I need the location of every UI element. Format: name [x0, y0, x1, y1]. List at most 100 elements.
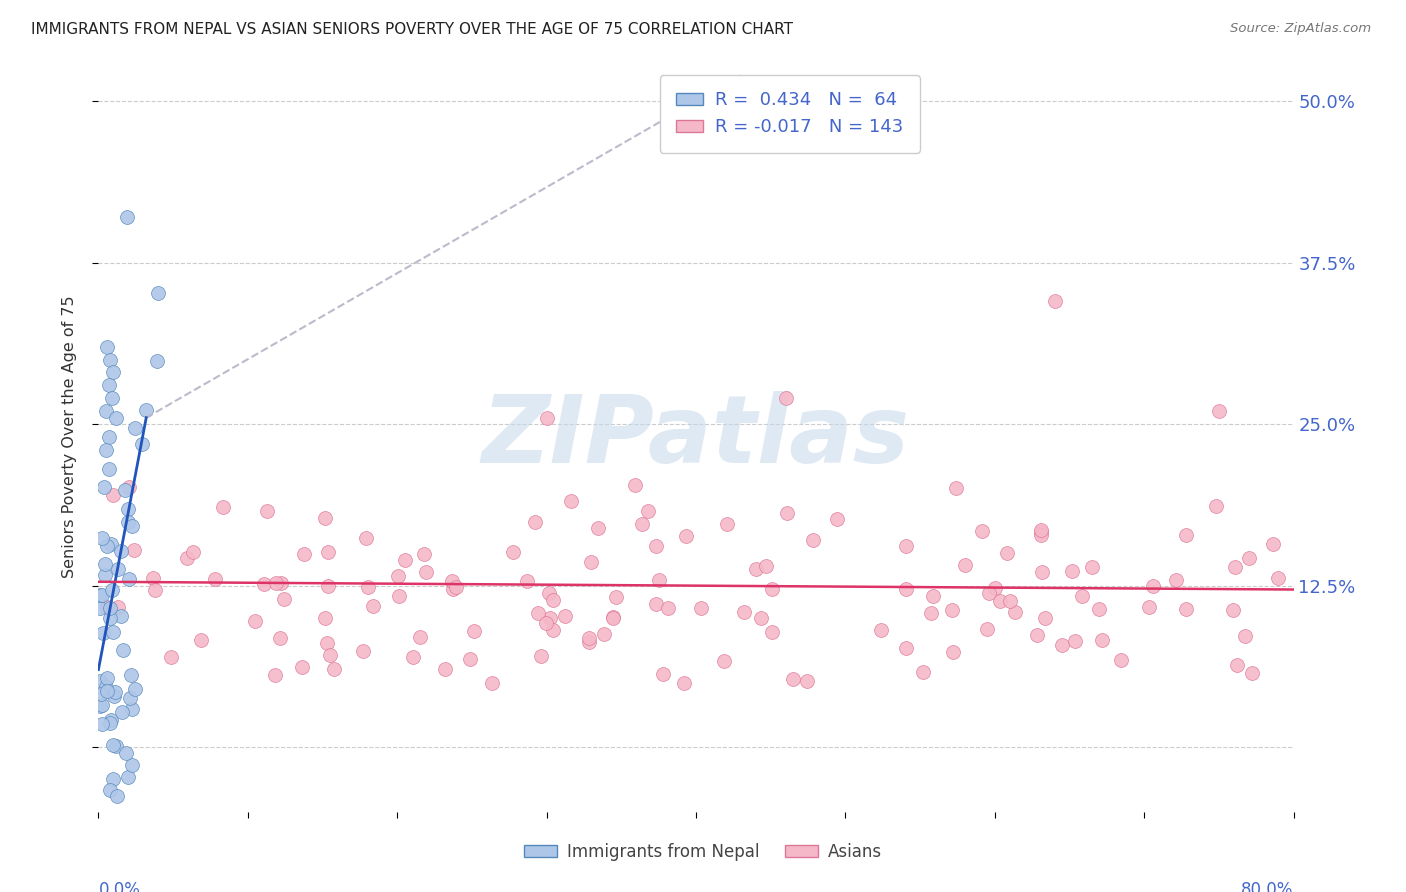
Point	[652, 667, 675, 681]
Point	[264, 668, 287, 682]
Point	[204, 572, 226, 586]
Point	[316, 579, 339, 593]
Text: 0.0%: 0.0%	[98, 880, 141, 892]
Point	[273, 592, 295, 607]
Point	[120, 668, 142, 682]
Point	[110, 705, 132, 719]
Point	[976, 623, 998, 637]
Point	[118, 691, 141, 706]
Point	[440, 574, 463, 588]
Point	[115, 211, 138, 225]
Point	[645, 539, 668, 553]
Point	[972, 524, 994, 538]
Point	[434, 662, 457, 676]
Point	[1205, 500, 1227, 514]
Point	[458, 651, 481, 665]
Point	[945, 481, 967, 495]
Point	[118, 573, 141, 587]
Point	[245, 614, 267, 628]
Point	[112, 642, 135, 657]
Point	[648, 573, 671, 587]
Point	[1043, 294, 1066, 309]
Point	[96, 539, 118, 553]
Point	[782, 672, 804, 686]
Point	[673, 676, 696, 690]
Point	[745, 562, 768, 576]
Point	[1139, 599, 1161, 614]
Point	[105, 789, 128, 803]
Point	[96, 672, 118, 686]
Point	[110, 609, 132, 624]
Legend: Immigrants from Nepal, Asians: Immigrants from Nepal, Asians	[517, 837, 889, 868]
Point	[1029, 528, 1052, 542]
Point	[103, 366, 125, 380]
Point	[1142, 579, 1164, 593]
Point	[538, 586, 561, 600]
Point	[942, 645, 965, 659]
Point	[96, 680, 118, 694]
Point	[135, 403, 157, 417]
Point	[1050, 638, 1073, 652]
Point	[314, 611, 336, 625]
Point	[1031, 565, 1053, 579]
Point	[145, 354, 167, 368]
Point	[115, 746, 138, 760]
Point	[1222, 602, 1244, 616]
Point	[602, 611, 624, 625]
Point	[314, 511, 336, 525]
Point	[94, 442, 117, 457]
Point	[516, 574, 538, 588]
Point	[91, 626, 114, 640]
Point	[387, 568, 409, 582]
Point	[131, 436, 153, 450]
Point	[388, 589, 411, 603]
Point	[181, 544, 204, 558]
Point	[94, 557, 117, 571]
Point	[394, 552, 416, 566]
Point	[292, 547, 315, 561]
Point	[402, 650, 425, 665]
Point	[896, 582, 918, 596]
Point	[97, 430, 120, 444]
Point	[352, 644, 374, 658]
Point	[441, 582, 464, 596]
Point	[578, 634, 600, 648]
Point	[121, 518, 143, 533]
Point	[984, 581, 1007, 595]
Point	[148, 286, 170, 301]
Point	[624, 478, 647, 492]
Point	[733, 605, 755, 619]
Point	[101, 392, 124, 406]
Point	[534, 616, 557, 631]
Point	[716, 516, 738, 531]
Point	[502, 545, 524, 559]
Point	[941, 602, 963, 616]
Point	[1080, 559, 1102, 574]
Point	[124, 420, 146, 434]
Point	[1031, 524, 1053, 539]
Point	[761, 625, 783, 640]
Point	[538, 611, 561, 625]
Point	[1000, 594, 1022, 608]
Point	[114, 483, 136, 497]
Point	[586, 521, 609, 535]
Point	[1267, 571, 1289, 585]
Point	[578, 631, 600, 645]
Text: IMMIGRANTS FROM NEPAL VS ASIAN SENIORS POVERTY OVER THE AGE OF 75 CORRELATION CH: IMMIGRANTS FROM NEPAL VS ASIAN SENIORS P…	[31, 22, 793, 37]
Point	[89, 600, 111, 615]
Point	[212, 500, 235, 514]
Point	[1111, 652, 1133, 666]
Point	[121, 702, 143, 716]
Point	[89, 674, 111, 689]
Point	[96, 600, 118, 615]
Point	[89, 698, 111, 713]
Point	[755, 558, 778, 573]
Point	[1208, 404, 1230, 418]
Point	[117, 515, 139, 529]
Point	[101, 772, 124, 786]
Point	[1091, 633, 1114, 648]
Point	[264, 576, 287, 591]
Point	[689, 601, 711, 615]
Point	[637, 504, 659, 518]
Point	[316, 636, 339, 650]
